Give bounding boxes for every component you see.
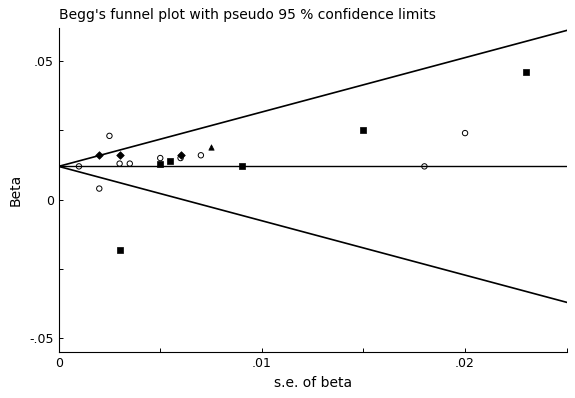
Point xyxy=(176,152,185,158)
Point xyxy=(74,163,83,170)
Point xyxy=(206,144,216,150)
Point xyxy=(115,246,124,253)
X-axis label: s.e. of beta: s.e. of beta xyxy=(274,376,352,390)
Point xyxy=(196,152,205,158)
Point xyxy=(105,133,114,139)
Point xyxy=(522,69,531,75)
Point xyxy=(237,163,246,170)
Point xyxy=(166,158,175,164)
Point xyxy=(95,185,104,192)
Point xyxy=(95,152,104,158)
Point xyxy=(176,155,185,161)
Point xyxy=(461,130,470,136)
Point xyxy=(115,152,124,158)
Point xyxy=(156,160,165,167)
Point xyxy=(359,127,368,133)
Point xyxy=(156,155,165,161)
Point xyxy=(125,160,135,167)
Text: Begg's funnel plot with pseudo 95 % confidence limits: Begg's funnel plot with pseudo 95 % conf… xyxy=(59,8,435,22)
Point xyxy=(420,163,429,170)
Point xyxy=(115,160,124,167)
Y-axis label: Beta: Beta xyxy=(8,174,22,206)
